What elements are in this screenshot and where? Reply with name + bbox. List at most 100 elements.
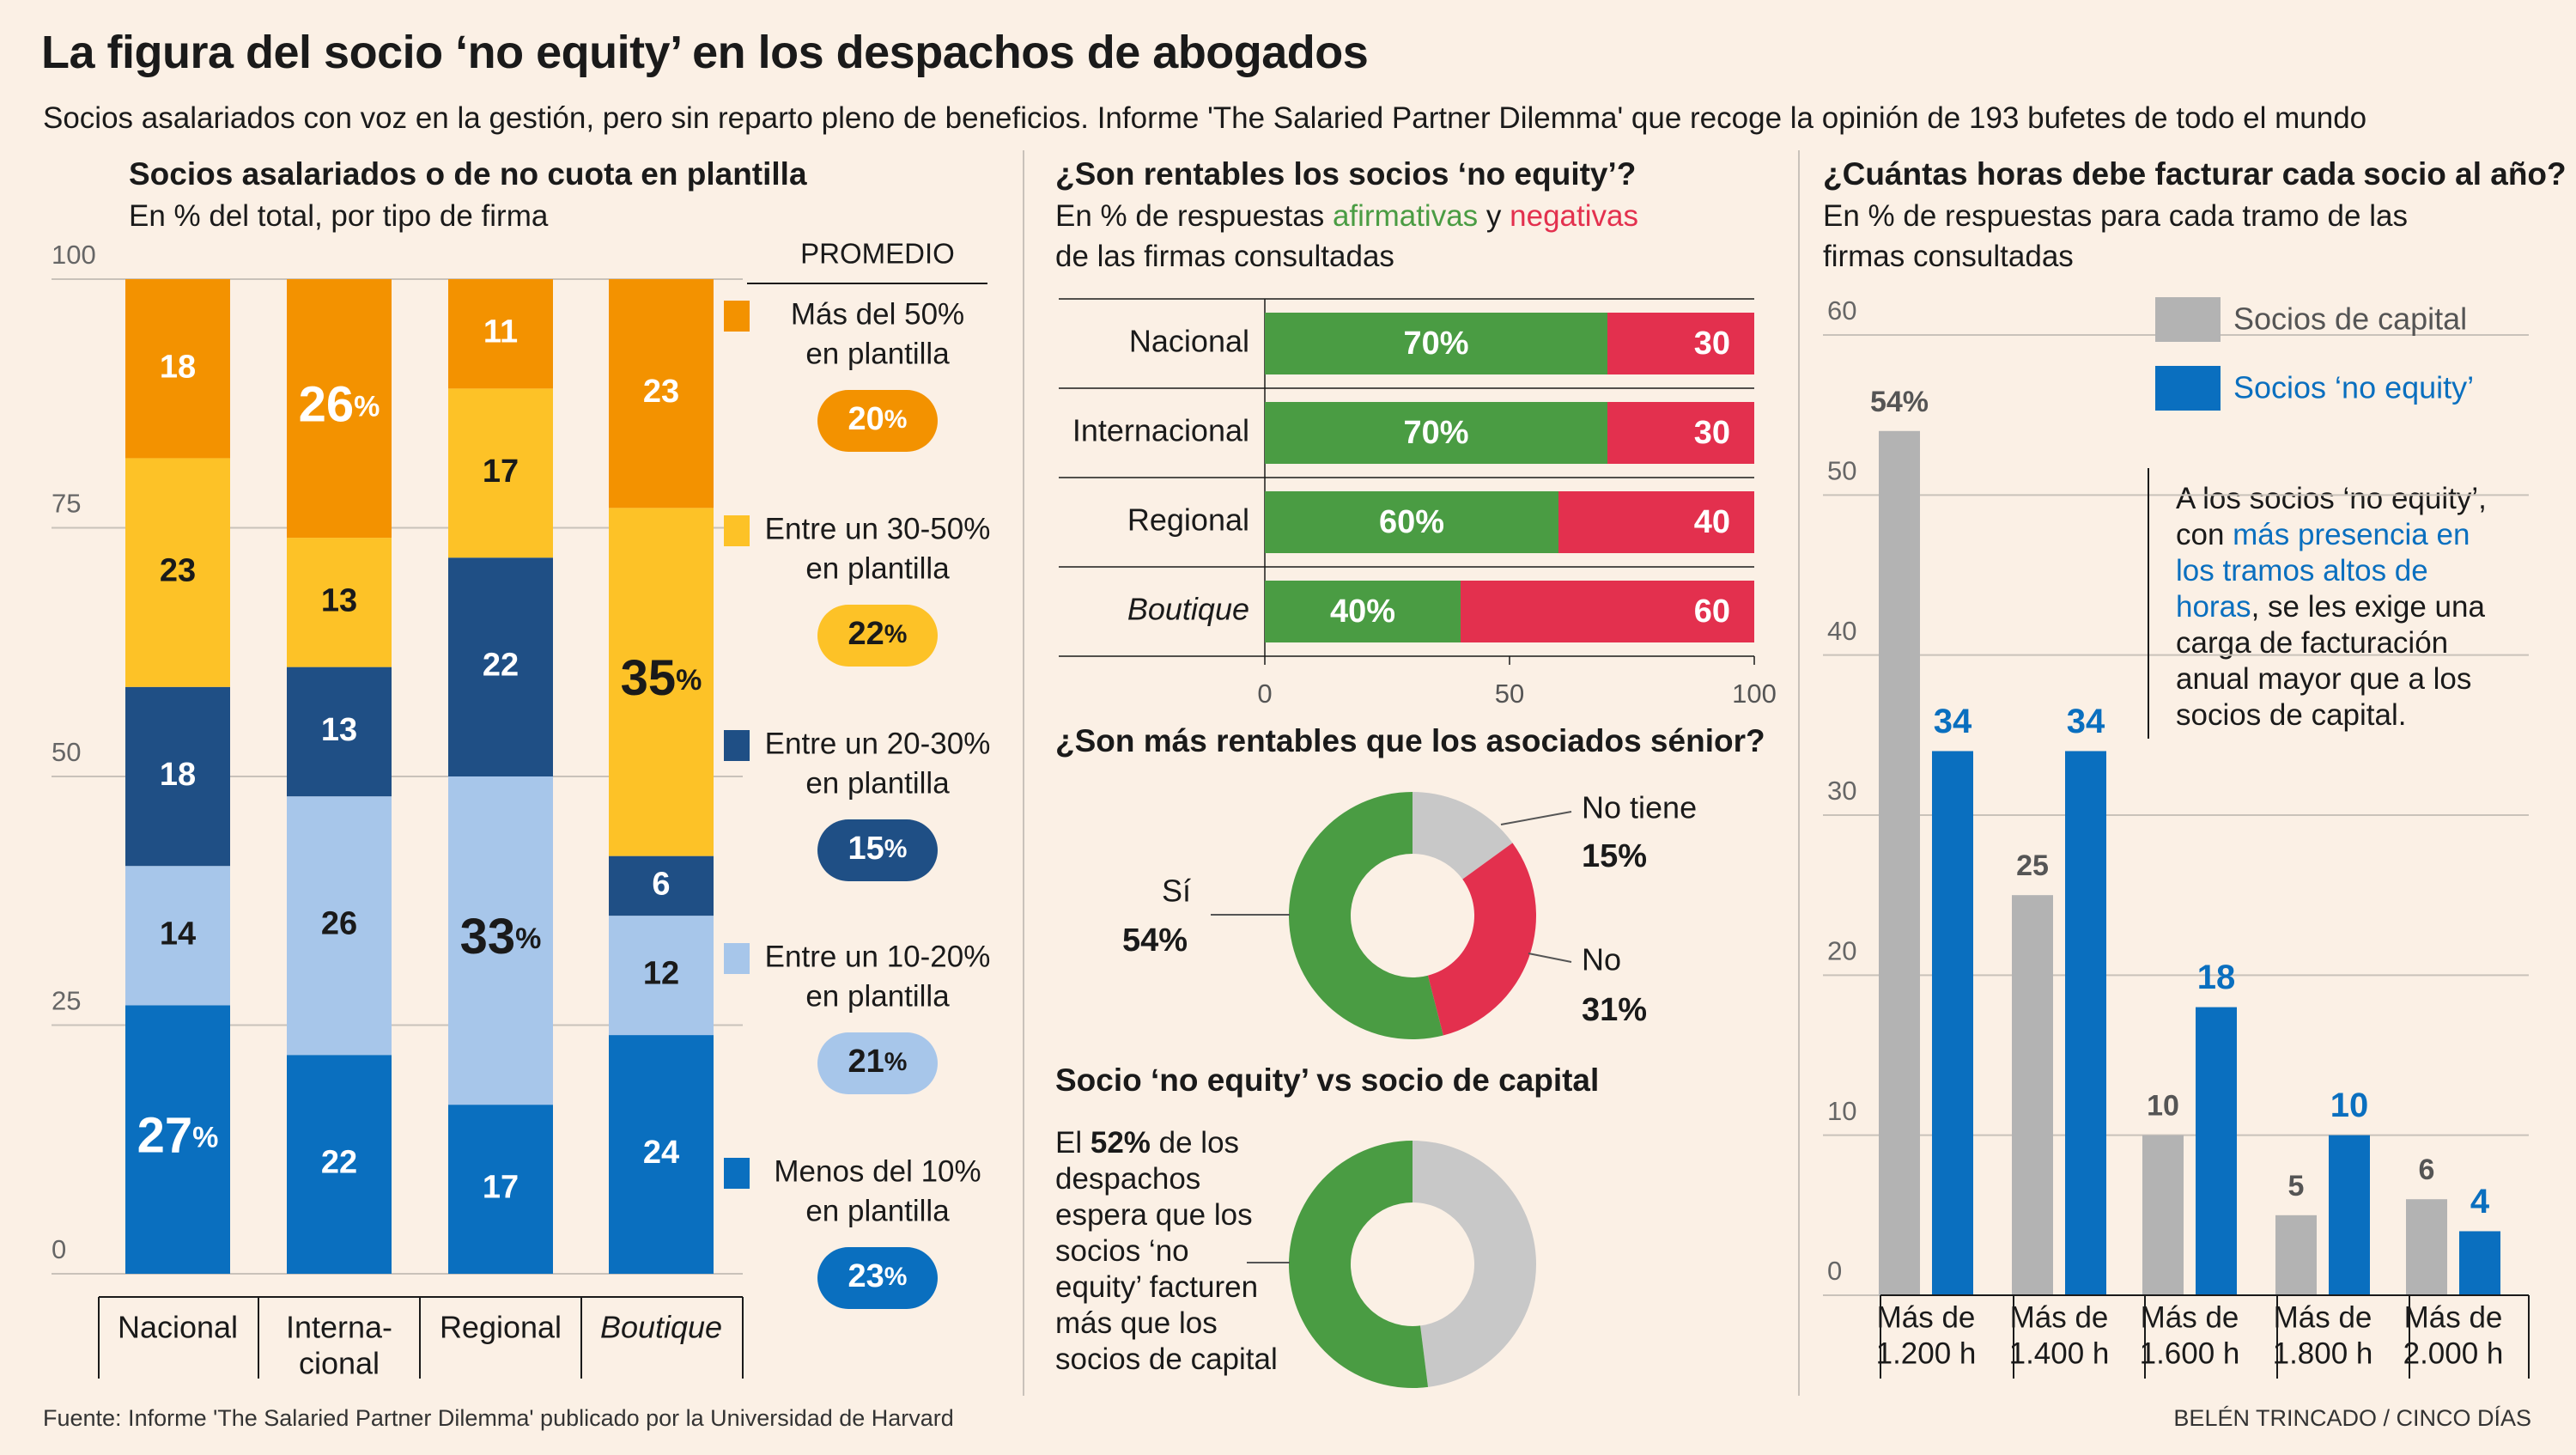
note-highlight: más presencia en los tramos altos de hor… [2176, 518, 2470, 624]
legend-swatch [724, 943, 750, 974]
y-tick-label: 10 [1827, 1096, 1856, 1126]
stacked-bar-segment [287, 796, 392, 1056]
stacked-chart-title: Socios asalariados o de no cuota en plan… [129, 156, 807, 192]
stacked-bar-segment [448, 279, 553, 389]
segment-value-label: 12 [643, 956, 679, 992]
legend-average-pill [817, 1032, 938, 1094]
stacked-bar-segment [287, 667, 392, 797]
bar-value-label: 5 [2288, 1170, 2305, 1202]
legend-label: en plantilla [805, 979, 950, 1013]
x-category-label: 1.800 h [2273, 1336, 2373, 1370]
x-category-label: Regional [440, 1310, 562, 1345]
legend-label: Entre un 10-20% [765, 940, 991, 973]
note-part2: , se les exige una carga de facturación … [2176, 590, 2485, 732]
y-tick-label: 30 [1827, 776, 1856, 806]
segment-value-label: 35% [621, 650, 702, 706]
x-tick-label: 50 [1495, 679, 1524, 709]
stacked-bar-segment [609, 508, 714, 856]
segment-value-label: 11 [483, 314, 518, 350]
segment-value-label: 13 [321, 712, 357, 748]
stacked-chart-subtitle: En % del total, por tipo de firma [129, 199, 549, 233]
segment-value-label: 23 [643, 374, 679, 410]
source-note: Fuente: Informe 'The Salaried Partner Di… [43, 1405, 954, 1431]
bar-value-label: 6 [2419, 1154, 2435, 1186]
bar [2459, 1231, 2500, 1295]
slice-label: No [1582, 942, 1621, 977]
legend-label: Entre un 30-50% [765, 512, 991, 545]
legend-average-value: 15% [848, 831, 908, 867]
profitability-subtitle: En % de respuestas afirmativas y negativ… [1055, 196, 1638, 236]
x-category-label: Boutique [600, 1310, 722, 1345]
row-category-label: Regional [1127, 502, 1249, 538]
credit-note: BELÉN TRINCADO / CINCO DÍAS [2173, 1405, 2531, 1431]
donut-slice [1413, 792, 1513, 880]
hours-chart-subtitle: En % de respuestas para cada tramo de la… [1823, 199, 2408, 273]
legend-label: Socios de capital [2233, 301, 2467, 337]
stacked-bar-segment [609, 1035, 714, 1274]
hours-note: A los socios ‘no equity’, con más presen… [2176, 481, 2502, 734]
hbar-value-label: 40 [1694, 504, 1730, 540]
row-category-label: Nacional [1129, 324, 1249, 359]
hbar-segment [1607, 402, 1754, 464]
legend-average-value: 23% [848, 1258, 908, 1294]
hbar-segment [1265, 581, 1461, 642]
bar [1879, 430, 1920, 1295]
lead-part1: El [1055, 1126, 1091, 1160]
stacked-bar-segment [125, 686, 230, 867]
x-category-label: 1.400 h [2009, 1336, 2110, 1370]
x-category-label: Más de [1877, 1300, 1976, 1334]
legend-label: en plantilla [805, 337, 950, 370]
segment-value-label: 17 [483, 1170, 519, 1206]
y-tick-label: 0 [52, 1234, 66, 1264]
profitability-subtitle-line2: de las firmas consultadas [1055, 240, 1394, 273]
hbar-segment [1265, 313, 1607, 374]
segment-value-label: 6 [652, 866, 670, 902]
leader-line [1500, 811, 1572, 825]
hbar-segment [1607, 313, 1754, 374]
stacked-bar-segment [125, 458, 230, 687]
bar-value-label: 34 [1934, 703, 1972, 740]
bar-value-label: 34 [2067, 703, 2105, 740]
x-category-label: Más de [2010, 1300, 2109, 1334]
slice-label: Sí [1162, 874, 1191, 909]
row-category-label: Boutique [1127, 592, 1249, 627]
profitability-title: ¿Son rentables los socios ‘no equity’? [1055, 156, 1637, 192]
x-category-label: Más de [2141, 1300, 2239, 1334]
segment-value-label: 14 [160, 916, 196, 952]
x-category-label: 1.600 h [2140, 1336, 2240, 1370]
segment-value-label: 26% [299, 377, 380, 433]
hours-chart-title: ¿Cuántas horas debe facturar cada socio … [1823, 156, 2567, 192]
legend-swatch [724, 515, 750, 546]
legend-label: en plantilla [805, 1194, 950, 1227]
stacked-bar-segment [287, 1055, 392, 1274]
hbar-value-label: 70% [1403, 415, 1468, 451]
x-category-label: Más de [2404, 1300, 2503, 1334]
legend-average-pill [817, 390, 938, 452]
equity-donut-lead: El 52% de los despachos espera que los s… [1055, 1125, 1279, 1378]
legend-swatch [724, 301, 750, 332]
bar-value-label: 25 [2016, 849, 2049, 882]
segment-value-label: 13 [321, 582, 357, 618]
stacked-bar-segment [287, 279, 392, 539]
lead-part2: de los despachos espera que los socios ‘… [1055, 1126, 1278, 1376]
equity-donut-title: Socio ‘no equity’ vs socio de capital [1055, 1062, 1600, 1098]
stacked-bar-segment [448, 1105, 553, 1274]
bar-value-label: 54% [1870, 386, 1929, 418]
stacked-bar-segment [448, 557, 553, 776]
hbar-value-label: 30 [1694, 415, 1730, 451]
segment-value-label: 33% [460, 909, 542, 965]
slice-value: 54% [1122, 922, 1188, 959]
bar [2275, 1215, 2317, 1295]
segment-value-label: 27% [137, 1108, 219, 1164]
bar [2142, 1135, 2184, 1295]
segment-value-label: 22 [321, 1145, 357, 1181]
y-tick-label: 50 [52, 737, 81, 767]
profitability-subtitle-negative: negativas [1510, 199, 1638, 233]
legend-average-value: 21% [848, 1044, 908, 1080]
bar-value-label: 4 [2470, 1183, 2490, 1221]
x-category-label: Más de [2274, 1300, 2372, 1334]
bar [2065, 751, 2106, 1295]
bar-value-label: 10 [2147, 1090, 2179, 1123]
